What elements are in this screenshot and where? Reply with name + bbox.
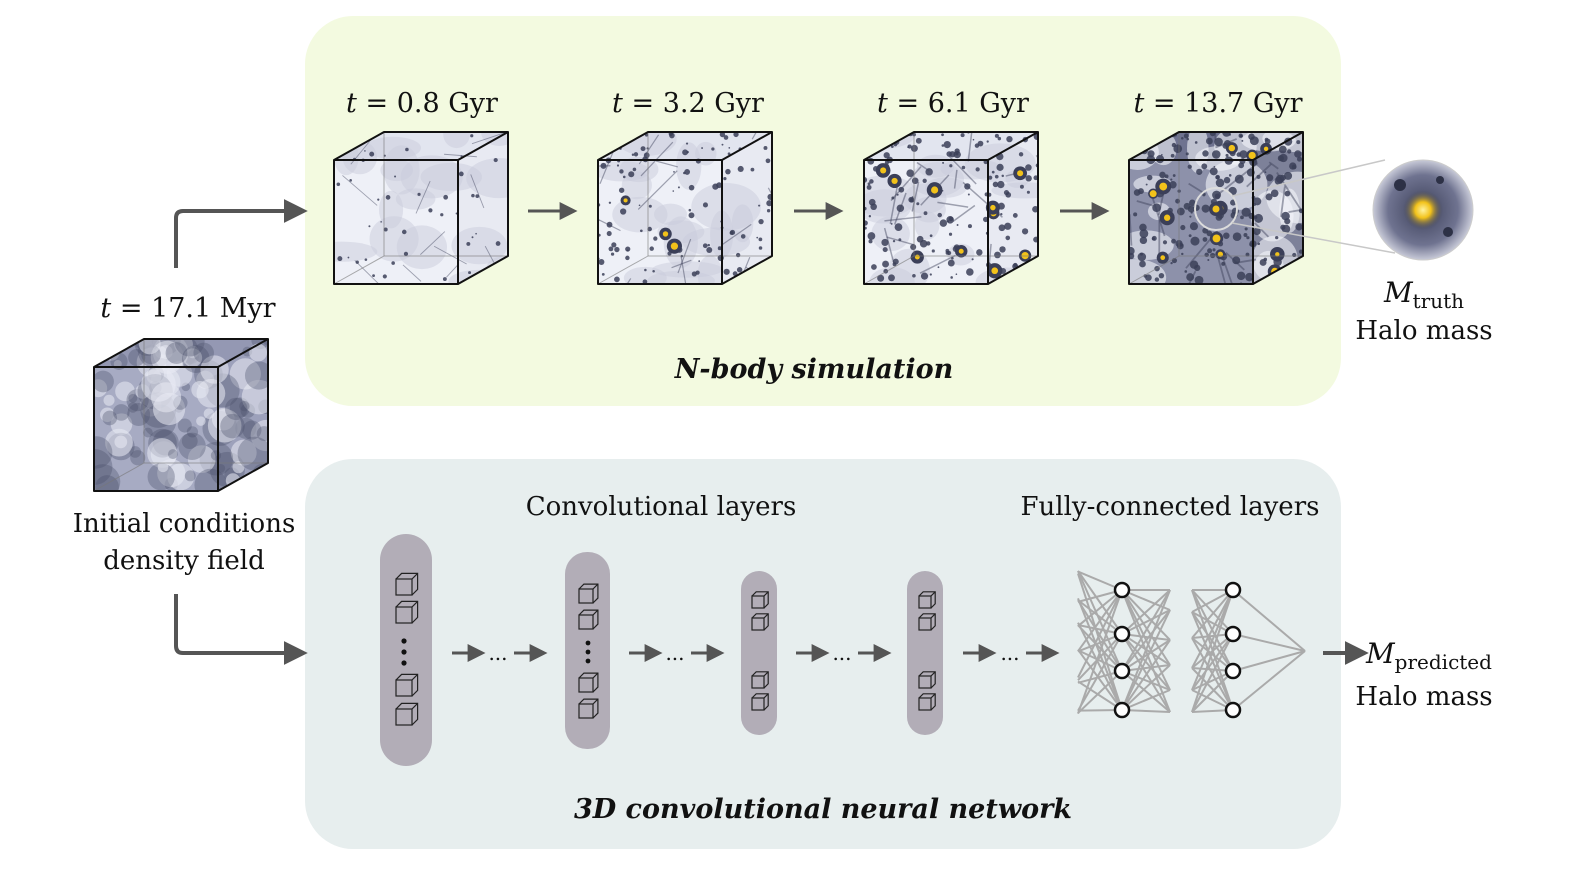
snapshot-time-label-2: t = 3.2 Gyr xyxy=(612,88,764,119)
halo-zoom-circle xyxy=(1372,159,1474,261)
truth-mass-symbol: Mtruth xyxy=(1383,276,1464,313)
predicted-halo-mass-label: Halo mass xyxy=(1355,682,1492,712)
fully-connected-network xyxy=(1077,570,1306,719)
halo-zoom-line-bottom xyxy=(1231,222,1396,254)
initial-caption-line1: Initial conditions xyxy=(73,509,296,539)
predicted-mass-symbol: Mpredicted xyxy=(1365,637,1492,674)
snapshot-cube-4 xyxy=(1128,131,1304,285)
snapshot-time-label-1: t = 0.8 Gyr xyxy=(346,88,498,119)
initial-caption-line2: density field xyxy=(103,546,265,576)
conv-filter-cubes xyxy=(395,572,936,726)
halo-zoom-callout xyxy=(1194,159,1474,261)
cnn-title: 3D convolutional neural network xyxy=(574,794,1072,825)
initial-time-label: t = 17.1 Myr xyxy=(100,293,275,324)
nbody-title: N-body simulation xyxy=(674,354,954,385)
layer-vertical-dots xyxy=(401,638,591,666)
fc-layers-label: Fully-connected layers xyxy=(1021,492,1320,522)
halo-zoom-ring xyxy=(1194,187,1238,231)
snapshot-cube-2 xyxy=(597,131,773,285)
conv-layers-label: Convolutional layers xyxy=(526,492,797,522)
arrow-to-cnn xyxy=(174,594,308,665)
halo-zoom-line-top xyxy=(1231,159,1386,197)
conv-layer-1 xyxy=(380,534,432,766)
ellipsis-4: ... xyxy=(1000,641,1019,665)
snapshot-time-label-3: t = 6.1 Gyr xyxy=(877,88,1029,119)
initial-conditions-cube xyxy=(93,338,269,492)
ellipsis-1: ... xyxy=(488,641,507,665)
ellipsis-2: ... xyxy=(665,641,684,665)
truth-halo-mass-label: Halo mass xyxy=(1355,316,1492,346)
ellipsis-3: ... xyxy=(832,641,851,665)
simulation-cubes xyxy=(93,131,1304,492)
snapshot-time-label-4: t = 13.7 Gyr xyxy=(1133,88,1302,119)
arrow-to-nbody xyxy=(174,199,308,268)
layer-transitions: ... ... ... ... xyxy=(452,641,1060,665)
